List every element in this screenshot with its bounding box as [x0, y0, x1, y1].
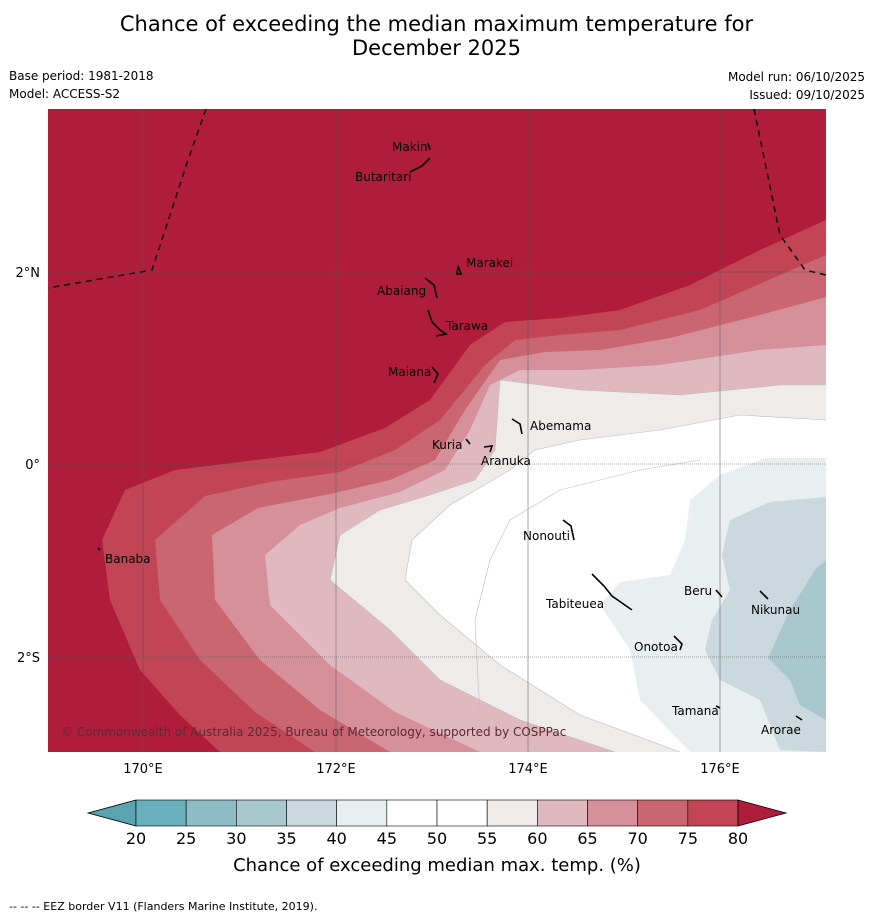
- label-banaba: Banaba: [105, 552, 151, 566]
- label-onotoa: Onotoa: [634, 640, 678, 654]
- island-maiana: [431, 366, 439, 384]
- model-run-text: Model run: 06/10/2025: [727, 70, 865, 84]
- island-butaritari: [409, 157, 431, 173]
- label-abaiang: Abaiang: [377, 284, 426, 298]
- island-makin: [427, 142, 431, 151]
- label-nonouti: Nonouti: [523, 529, 570, 543]
- label-beru: Beru: [684, 584, 712, 598]
- island-onotoa: [673, 635, 683, 651]
- colorbar-over-arrow: [737, 799, 788, 827]
- island-nikunau: [759, 590, 769, 600]
- label-tarawa: Tarawa: [445, 319, 488, 333]
- colorbar-band: [687, 799, 739, 827]
- colorbar-tick-label: 50: [427, 829, 447, 848]
- colorbar-band: [286, 799, 337, 827]
- issued-text: Issued: 09/10/2025: [749, 88, 865, 102]
- lon-label-174e: 174°E: [508, 762, 548, 777]
- lat-label-2s: 2°S: [17, 651, 40, 666]
- map-figure: Makin Butaritari Marakei Abaiang Tarawa …: [16, 109, 826, 876]
- contour-lines: [329, 379, 826, 752]
- colorbar-band: [436, 799, 488, 827]
- colorbar-tick-label: 65: [577, 829, 597, 848]
- colorbar-tick-label: 30: [226, 829, 246, 848]
- contour-map: Makin Butaritari Marakei Abaiang Tarawa …: [48, 109, 826, 752]
- label-makin: Makin: [392, 140, 428, 154]
- island-tamana: [715, 705, 721, 709]
- island-banaba: [97, 547, 101, 551]
- eez-footer-note: -- -- -- EEZ border V11 (Flanders Marine…: [9, 900, 318, 913]
- place-labels: Makin Butaritari Marakei Abaiang Tarawa …: [105, 140, 801, 737]
- copyright-text: © Commonwealth of Australia 2025, Bureau…: [61, 725, 566, 739]
- label-tabiteuea: Tabiteuea: [545, 597, 604, 611]
- colorbar-band: [386, 799, 438, 827]
- colorbar-tick-label: 80: [728, 829, 748, 848]
- colorbar-label: Chance of exceeding median max. temp. (%…: [233, 855, 641, 876]
- colorbar-under-arrow: [86, 799, 137, 827]
- colorbar-band: [236, 799, 287, 827]
- colorbar: 20 25 30 35 40 45 50 55 60 65 70 75 80 Chance of exc…: [86, 799, 788, 876]
- colorbar-ticks: 20 25 30 35 40 45 50 55 60 65 70 75 80: [126, 829, 748, 848]
- island-abaiang: [424, 277, 438, 299]
- label-tamana: Tamana: [671, 704, 719, 718]
- model-text: Model: ACCESS-S2: [9, 87, 121, 101]
- colorbar-band: [587, 799, 638, 827]
- island-nonouti: [562, 519, 575, 541]
- colorbar-tick-label: 35: [276, 829, 296, 848]
- colorbar-band: [537, 799, 588, 827]
- axis-labels: 2°N 0° 2°S 170°E 172°E 174°E 176°E: [16, 266, 740, 777]
- colorbar-tick-label: 70: [627, 829, 647, 848]
- colorbar-tick-label: 45: [377, 829, 397, 848]
- lon-label-176e: 176°E: [700, 762, 740, 777]
- colorbar-tick-label: 40: [326, 829, 346, 848]
- label-butaritari: Butaritari: [355, 170, 412, 184]
- label-marakei: Marakei: [466, 256, 513, 270]
- lat-label-0: 0°: [25, 458, 40, 473]
- island-beru: [715, 589, 723, 598]
- label-kuria: Kuria: [432, 438, 463, 452]
- label-aranuka: Aranuka: [481, 454, 531, 468]
- colorbar-tick-label: 60: [527, 829, 547, 848]
- colorbar-bands: [135, 799, 739, 827]
- island-aranuka: [483, 445, 494, 453]
- label-arorae: Arorae: [761, 723, 801, 737]
- colorbar-tick-label: 25: [176, 829, 196, 848]
- base-period-text: Base period: 1981-2018: [9, 69, 154, 83]
- label-maiana: Maiana: [388, 365, 431, 379]
- colorbar-band: [637, 799, 689, 827]
- colorbar-tick-label: 55: [477, 829, 497, 848]
- colorbar-band: [336, 799, 388, 827]
- colorbar-tick-label: 75: [678, 829, 698, 848]
- colorbar-band: [135, 799, 187, 827]
- lon-label-170e: 170°E: [123, 762, 163, 777]
- contour-band-30-35: [768, 560, 826, 720]
- island-abemama: [511, 418, 523, 435]
- island-tarawa: [427, 309, 449, 337]
- islands: [97, 142, 803, 721]
- lat-label-2n: 2°N: [16, 266, 41, 281]
- colorbar-band: [486, 799, 538, 827]
- label-abemama: Abemama: [530, 419, 591, 433]
- island-marakei: [456, 265, 463, 275]
- colorbar-tick-label: 20: [126, 829, 146, 848]
- label-nikunau: Nikunau: [751, 603, 800, 617]
- eez-border: [48, 109, 826, 289]
- island-arorae: [795, 715, 803, 721]
- title-line-2: December 2025: [351, 36, 521, 60]
- map-title: Chance of exceeding the median maximum t…: [0, 12, 873, 60]
- island-kuria: [465, 438, 471, 445]
- colorbar-band: [185, 799, 237, 827]
- title-line-1: Chance of exceeding the median maximum t…: [119, 12, 754, 36]
- graticule: [48, 109, 826, 752]
- lon-label-172e: 172°E: [316, 762, 356, 777]
- island-tabiteuea: [591, 573, 633, 611]
